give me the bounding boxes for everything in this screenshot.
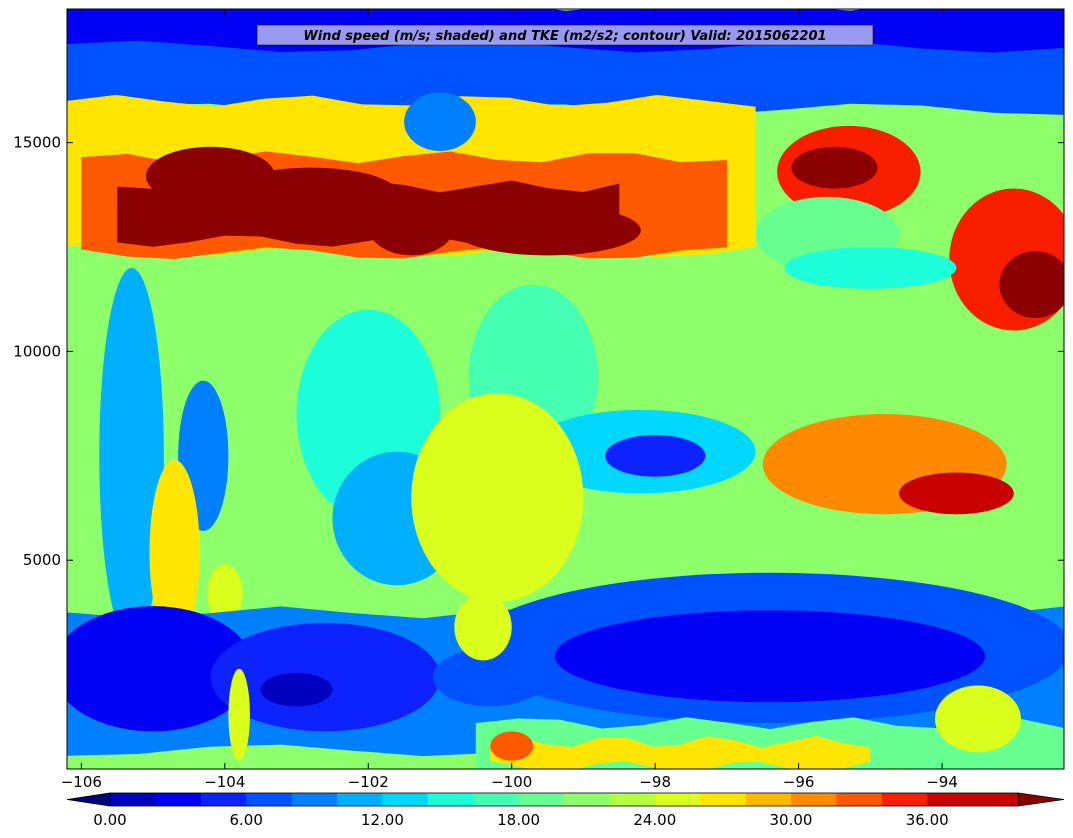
contour-blob bbox=[99, 267, 164, 644]
contour-blob bbox=[228, 668, 250, 761]
plot-frame bbox=[66, 8, 1065, 770]
contour-blob bbox=[210, 622, 440, 732]
colorbar-segment bbox=[246, 793, 293, 806]
plot-area bbox=[67, 9, 1064, 769]
colorbar-segment bbox=[155, 793, 202, 806]
colorbar-frame bbox=[109, 792, 1019, 807]
colorbar-extend-max bbox=[1017, 792, 1065, 807]
contour-blob bbox=[149, 459, 200, 644]
y-tick-label: 10000 bbox=[13, 342, 61, 360]
y-axis: 5000 10000 15000 bbox=[13, 134, 1064, 569]
contour-band bbox=[490, 735, 871, 769]
colorbar-tick-label: 0.00 bbox=[93, 811, 126, 829]
contour-blob bbox=[260, 672, 333, 707]
colorbar-segment bbox=[337, 793, 383, 806]
colorbar-segment bbox=[564, 793, 610, 806]
x-axis: −106 −104 −102 −100 −98 −96 −94 bbox=[61, 9, 958, 791]
colorbar-segment bbox=[881, 793, 928, 806]
colorbar: 0.00 6.00 12.00 18.00 24.00 30.00 36.00 bbox=[66, 792, 1065, 829]
colorbar-tick-label: 30.00 bbox=[770, 811, 813, 829]
contour-blob bbox=[934, 685, 1021, 753]
colorbar-segment bbox=[745, 793, 792, 806]
contour-blob bbox=[206, 564, 243, 623]
colorbar-segment bbox=[518, 793, 565, 806]
colorbar-segment bbox=[927, 793, 974, 806]
colorbar-segment bbox=[654, 793, 701, 806]
colorbar-segment bbox=[200, 793, 247, 806]
y-tick-label: 5000 bbox=[23, 551, 61, 569]
colorbar-tick-label: 6.00 bbox=[229, 811, 262, 829]
colorbar-tick-label: 36.00 bbox=[906, 811, 949, 829]
contour-blob bbox=[999, 251, 1064, 319]
chart-title: Wind speed (m/s; shaded) and TKE (m2/s2;… bbox=[303, 29, 826, 44]
colorbar-segment bbox=[291, 793, 338, 806]
x-tick-label: −100 bbox=[491, 773, 532, 791]
x-tick-label: −96 bbox=[783, 773, 815, 791]
chart-title-box: Wind speed (m/s; shaded) and TKE (m2/s2;… bbox=[256, 24, 874, 46]
x-tick-label: −94 bbox=[926, 773, 958, 791]
colorbar-extend-min bbox=[66, 792, 111, 807]
contour-blob bbox=[784, 247, 957, 289]
x-tick-label: −104 bbox=[204, 773, 245, 791]
colorbar-segment bbox=[836, 793, 883, 806]
contour-blob bbox=[67, 606, 254, 732]
contour-blob bbox=[411, 393, 584, 602]
colorbar-segment bbox=[473, 793, 520, 806]
x-tick-label: −98 bbox=[639, 773, 671, 791]
contour-blob bbox=[604, 434, 706, 477]
contour-blob bbox=[490, 731, 534, 761]
colorbar-segment bbox=[609, 793, 656, 806]
y-tick-label: 15000 bbox=[13, 134, 61, 152]
contour-blob bbox=[454, 205, 641, 256]
contour-blob bbox=[791, 146, 878, 189]
colorbar-segment bbox=[791, 793, 837, 806]
colorbar-segment bbox=[427, 793, 474, 806]
contour-blob bbox=[899, 472, 1014, 515]
contour-blob bbox=[224, 167, 397, 218]
x-tick-label: −102 bbox=[348, 773, 389, 791]
x-tick-label: −106 bbox=[61, 773, 102, 791]
contour-blob bbox=[404, 92, 476, 151]
colorbar-tick-label: 12.00 bbox=[361, 811, 404, 829]
colorbar-tick-label: 24.00 bbox=[633, 811, 676, 829]
colorbar-segment bbox=[972, 793, 1019, 806]
colorbar-tick-label: 18.00 bbox=[497, 811, 540, 829]
colorbar-segment bbox=[382, 793, 429, 806]
colorbar-segment bbox=[110, 793, 156, 806]
contour-blob bbox=[454, 593, 512, 661]
colorbar-segment bbox=[700, 793, 747, 806]
contour-blob bbox=[368, 196, 455, 256]
contour-blob bbox=[554, 610, 986, 703]
